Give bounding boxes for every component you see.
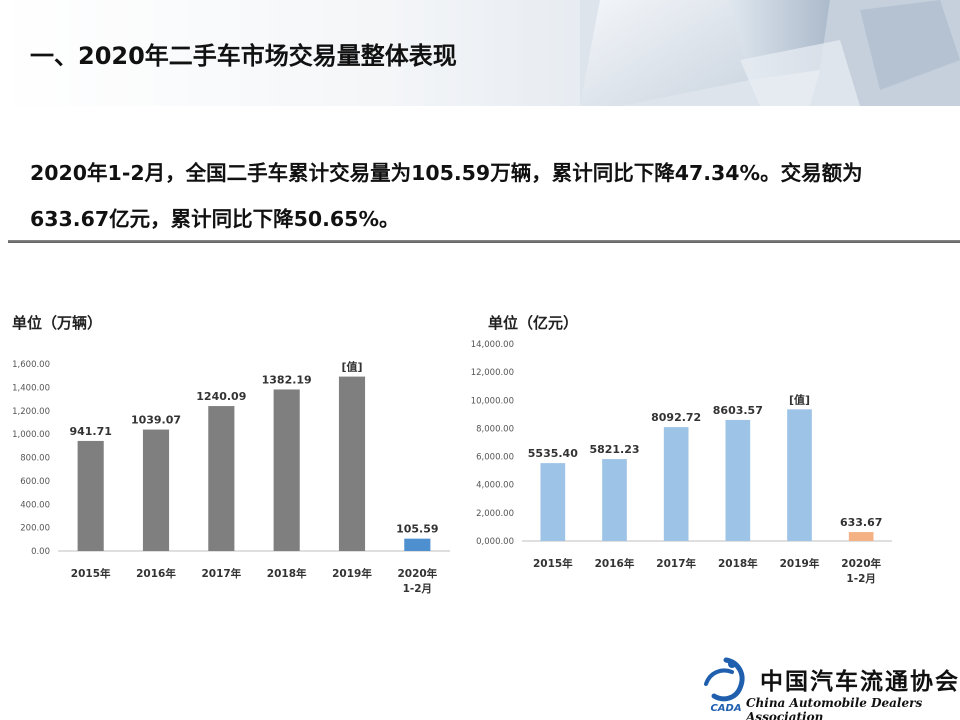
data-label: 5821.23 <box>589 443 639 456</box>
data-label: 8092.72 <box>651 411 701 424</box>
bar <box>142 429 170 551</box>
y-tick-label: 400.00 <box>20 500 50 510</box>
y-tick-label: 1,200.00 <box>12 407 50 417</box>
volume-bar-chart: 0.00 200.00 400.00 600.00 800.00 1,000.00 1,20… <box>12 360 450 595</box>
bar <box>602 459 627 541</box>
x-tick-label: 2020年 <box>841 557 881 570</box>
bar <box>848 532 874 541</box>
chart-right-unit-label: 单位（亿元） <box>488 314 579 332</box>
data-label: 1240.09 <box>196 390 246 403</box>
header-banner: 一、2020年二手车市场交易量整体表现 <box>0 0 960 106</box>
data-label: 105.59 <box>396 523 438 536</box>
x-tick-label: 1-2月 <box>403 583 432 595</box>
data-label: 941.71 <box>69 425 111 438</box>
data-label: [值] <box>789 392 810 406</box>
data-label: 8603.57 <box>713 404 763 417</box>
y-tick-label: 0,000.00 <box>476 537 514 547</box>
cada-logo-icon: CADA <box>704 657 745 714</box>
x-tick-label: 2017年 <box>201 567 241 580</box>
bar <box>663 427 689 541</box>
y-tick-label: 800.00 <box>20 454 50 464</box>
y-tick-label: 12,000.00 <box>471 368 514 378</box>
y-tick-label: 1,400.00 <box>12 383 50 393</box>
header-cubes-graphic <box>580 0 960 106</box>
bar <box>404 538 431 551</box>
x-tick-label: 2018年 <box>718 557 758 570</box>
x-tick-label: 2017年 <box>656 557 696 570</box>
x-tick-label: 2015年 <box>71 567 111 580</box>
section-divider <box>8 240 960 243</box>
bar <box>77 440 104 551</box>
data-label: 5535.40 <box>528 447 578 460</box>
y-tick-label: 10,000.00 <box>471 396 514 406</box>
y-tick-label: 200.00 <box>20 524 50 534</box>
x-tick-label: 2019年 <box>332 567 372 580</box>
bar <box>725 419 751 541</box>
y-tick-label: 0.00 <box>31 547 50 557</box>
x-tick-label: 2019年 <box>780 557 820 570</box>
bar <box>338 376 366 551</box>
x-tick-label: 2018年 <box>267 567 307 580</box>
data-label: 1382.19 <box>262 373 312 386</box>
x-tick-label: 2016年 <box>136 567 176 580</box>
y-tick-label: 600.00 <box>20 477 50 487</box>
y-tick-label: 2,000.00 <box>476 509 514 519</box>
data-label: 633.67 <box>840 516 882 529</box>
y-tick-label: 6,000.00 <box>476 453 514 463</box>
y-tick-label: 4,000.00 <box>476 481 514 491</box>
y-tick-label: 1,600.00 <box>12 360 50 370</box>
value-bar-chart: 0,000.00 2,000.00 4,000.00 6,000.00 8,000.00… <box>471 340 892 585</box>
x-tick-label: 2016年 <box>595 557 635 570</box>
summary-line-1: 2020年1-2月，全国二手车累计交易量为105.59万辆，累计同比下降47.3… <box>30 161 863 185</box>
data-label: 1039.07 <box>131 414 181 427</box>
y-tick-label: 1,000.00 <box>12 430 50 440</box>
x-tick-label: 1-2月 <box>846 573 875 585</box>
x-tick-label: 2015年 <box>533 557 573 570</box>
summary-line-2: 633.67亿元，累计同比下降50.65%。 <box>30 207 400 231</box>
summary-paragraph: 2020年1-2月，全国二手车累计交易量为105.59万辆，累计同比下降47.3… <box>30 150 950 242</box>
y-tick-label: 14,000.00 <box>471 340 514 350</box>
data-label: [值] <box>341 360 362 374</box>
chart-left-unit-label: 单位（万辆） <box>12 314 103 332</box>
footer-org-name-cn: 中国汽车流通协会 <box>760 668 960 695</box>
bar <box>540 463 566 541</box>
bar <box>273 389 300 551</box>
footer-org-name-en: China Automobile Dealers Association <box>746 696 923 720</box>
bar <box>208 406 235 551</box>
page-title: 一、2020年二手车市场交易量整体表现 <box>30 42 457 70</box>
x-tick-label: 2020年 <box>397 567 437 580</box>
bar <box>787 409 812 541</box>
logo-text: CADA <box>710 703 741 714</box>
y-tick-label: 8,000.00 <box>476 424 514 434</box>
